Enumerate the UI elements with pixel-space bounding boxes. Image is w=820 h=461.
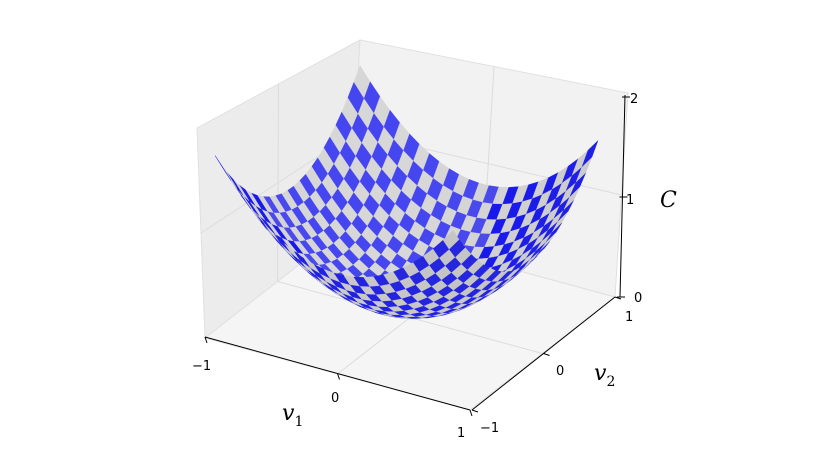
x-tick-mark [204,336,208,344]
surface-face [442,230,460,250]
y-tick-mark [614,296,622,300]
z-tick-2: 2 [630,92,638,107]
x-tick-mark [469,409,473,417]
y-tick-mark [471,409,479,413]
x-tick-0: −1 [192,359,211,374]
x-axis-label: v1 [282,401,303,430]
surface-face [581,140,599,167]
surface-face [353,65,371,99]
y-tick-1: 0 [556,364,564,379]
y-tick-2: 1 [625,310,633,325]
x-tick-1: 0 [331,391,339,406]
z-axis-line [619,94,626,298]
z-axis-label: C [660,188,677,213]
y-axis-label: v2 [594,361,615,390]
z-tick-0: 0 [634,291,642,306]
x-tick-2: 1 [457,426,465,441]
y-tick-0: −1 [480,421,499,436]
z-tick-1: 1 [626,193,634,208]
y-tick-mark [543,353,550,356]
surface-face [214,155,232,181]
x-tick-mark [337,373,340,380]
